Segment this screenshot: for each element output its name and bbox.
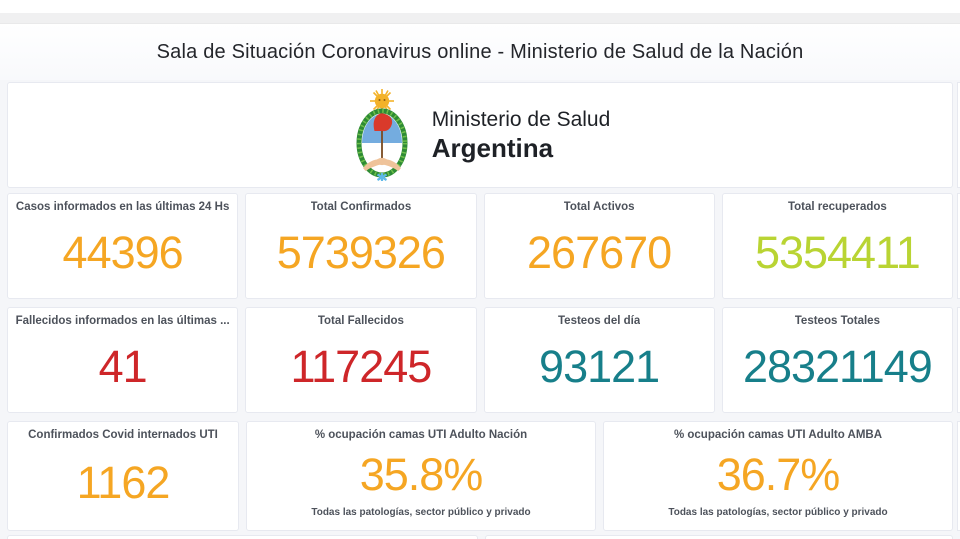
- card-title: Total recuperados: [787, 201, 887, 213]
- card-value: 1162: [76, 457, 171, 508]
- stat-card-total-recuperados: Total recuperados 5354411: [721, 193, 953, 299]
- partial-card: [485, 535, 953, 539]
- partial-card: [7, 535, 478, 539]
- card-title: Fallecidos informados en las últimas ...: [15, 315, 230, 327]
- card-title: Casos informados en las últimas 24 Hs: [15, 201, 230, 213]
- card-title: Total Confirmados: [310, 201, 412, 213]
- stat-card-uti-internados: Confirmados Covid internados UTI 1162: [7, 421, 239, 531]
- ministry-brand: Ministerio de Salud Argentina: [350, 87, 611, 183]
- ministry-name: Ministerio de Salud: [431, 108, 611, 131]
- card-value: 5739326: [276, 227, 446, 278]
- card-title: Testeos Totales: [794, 315, 880, 327]
- card-title: % ocupación camas UTI Adulto AMBA: [673, 429, 883, 441]
- card-value: 5354411: [754, 227, 921, 278]
- stat-card-total-fallecidos: Total Fallecidos 117245: [245, 307, 477, 413]
- ministry-header-panel: Ministerio de Salud Argentina: [7, 82, 953, 188]
- card-value: 35.8%: [359, 448, 484, 500]
- stat-card-total-activos: Total Activos 267670: [483, 193, 715, 299]
- stat-card-fallecidos-24hs: Fallecidos informados en las últimas ...…: [7, 307, 239, 413]
- page-title: Sala de Situación Coronavirus online - M…: [156, 40, 804, 63]
- card-title: Total Fallecidos: [317, 315, 404, 327]
- card-value: 41: [98, 341, 148, 392]
- card-title: Testeos del día: [558, 315, 641, 327]
- stat-card-uti-ocupacion-nacion: % ocupación camas UTI Adulto Nación 35.8…: [246, 421, 596, 531]
- card-title: Total Activos: [563, 201, 635, 213]
- card-note: Todas las patologías, sector público y p…: [311, 507, 531, 518]
- card-value: 117245: [290, 341, 432, 392]
- clipped-panel-sliver: [957, 421, 960, 531]
- stat-card-casos-24hs: Casos informados en las últimas 24 Hs 44…: [7, 193, 239, 299]
- clipped-panel-sliver: [957, 307, 960, 413]
- clipped-panel-sliver: [957, 82, 960, 188]
- stat-card-total-confirmados: Total Confirmados 5739326: [245, 193, 477, 299]
- stat-card-testeos-dia: Testeos del día 93121: [483, 307, 715, 413]
- argentina-coat-of-arms-icon: [350, 87, 414, 183]
- card-value: 93121: [539, 341, 660, 392]
- dashboard-title-band: Sala de Situación Coronavirus online - M…: [0, 24, 960, 80]
- stat-card-uti-ocupacion-amba: % ocupación camas UTI Adulto AMBA 36.7% …: [603, 421, 953, 531]
- country-name: Argentina: [431, 133, 554, 163]
- browser-chrome-strip: [0, 13, 960, 24]
- stat-card-testeos-totales: Testeos Totales 28321149: [721, 307, 953, 413]
- card-note: Todas las patologías, sector público y p…: [668, 507, 888, 518]
- stats-row-4-clipped: [7, 535, 953, 539]
- card-title: Confirmados Covid internados UTI: [28, 429, 218, 441]
- card-title: % ocupación camas UTI Adulto Nación: [314, 429, 528, 441]
- stats-row-2: Fallecidos informados en las últimas ...…: [7, 307, 953, 413]
- clipped-panel-sliver: [957, 193, 960, 299]
- card-value: 36.7%: [716, 448, 841, 500]
- ministry-brand-text: Ministerio de Salud Argentina: [432, 107, 611, 163]
- card-value: 267670: [527, 227, 672, 278]
- stats-row-1: Casos informados en las últimas 24 Hs 44…: [7, 193, 953, 299]
- stats-row-3: Confirmados Covid internados UTI 1162 % …: [7, 421, 953, 531]
- card-value: 44396: [62, 227, 184, 278]
- top-white-strip: [0, 0, 960, 13]
- card-value: 28321149: [742, 341, 933, 392]
